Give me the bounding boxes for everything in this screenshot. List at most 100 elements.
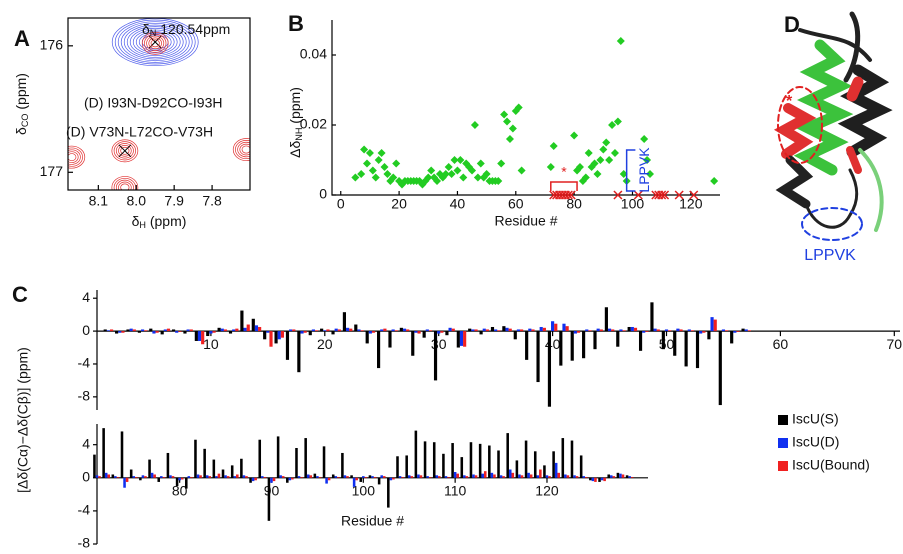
bar bbox=[391, 329, 395, 332]
point bbox=[371, 173, 380, 182]
bar bbox=[258, 326, 262, 332]
point bbox=[380, 163, 389, 171]
point bbox=[581, 173, 590, 182]
bar bbox=[300, 331, 304, 334]
bar bbox=[303, 331, 307, 333]
helix bbox=[837, 64, 893, 158]
point bbox=[575, 163, 584, 171]
bar bbox=[140, 329, 145, 332]
contour-line bbox=[68, 147, 83, 167]
bar bbox=[478, 443, 482, 478]
bar bbox=[627, 326, 631, 332]
text-part: N bbox=[150, 28, 157, 38]
bar bbox=[115, 331, 119, 334]
bar bbox=[664, 329, 669, 332]
bar bbox=[561, 438, 565, 478]
bar bbox=[611, 329, 615, 332]
point bbox=[633, 190, 643, 200]
bar bbox=[341, 452, 344, 478]
point bbox=[710, 177, 719, 185]
bar bbox=[205, 475, 209, 478]
bar bbox=[371, 331, 376, 333]
bar bbox=[223, 329, 228, 332]
bar bbox=[410, 476, 414, 478]
helix bbox=[793, 39, 854, 176]
bar bbox=[166, 452, 170, 478]
bar bbox=[710, 317, 714, 332]
bar bbox=[463, 475, 466, 478]
bar bbox=[394, 330, 398, 332]
bar bbox=[116, 476, 120, 478]
bar bbox=[609, 475, 613, 478]
bar bbox=[292, 329, 296, 332]
point bbox=[363, 159, 372, 168]
point bbox=[645, 170, 654, 178]
x-tick-label: 20 bbox=[317, 336, 333, 352]
bar bbox=[566, 475, 570, 478]
panel-label: A bbox=[14, 26, 30, 51]
point bbox=[377, 149, 386, 157]
bar bbox=[359, 477, 363, 482]
bar bbox=[396, 456, 399, 478]
bar bbox=[217, 473, 221, 478]
point bbox=[447, 170, 456, 178]
point bbox=[444, 163, 453, 171]
bar bbox=[502, 476, 505, 478]
bar bbox=[570, 440, 574, 478]
legend-label: IscU(D) bbox=[792, 434, 839, 450]
bar bbox=[331, 331, 335, 335]
bar bbox=[628, 476, 631, 478]
bar bbox=[289, 329, 293, 332]
cross-stroke bbox=[633, 190, 643, 200]
bar bbox=[508, 469, 512, 478]
bar bbox=[483, 471, 487, 478]
bar bbox=[233, 476, 237, 478]
x-tick-label: 40 bbox=[545, 336, 561, 352]
point bbox=[613, 117, 622, 126]
bar bbox=[402, 328, 407, 332]
bar bbox=[221, 469, 225, 478]
bar bbox=[288, 477, 292, 481]
point bbox=[427, 166, 436, 175]
bar bbox=[707, 331, 711, 340]
point bbox=[392, 159, 401, 168]
bar bbox=[499, 475, 503, 478]
bar bbox=[327, 477, 331, 481]
bar bbox=[594, 477, 597, 482]
bar bbox=[196, 474, 200, 478]
point bbox=[619, 170, 628, 178]
bar bbox=[245, 476, 248, 478]
bar bbox=[342, 312, 346, 332]
bar bbox=[633, 327, 638, 332]
bar bbox=[163, 329, 167, 332]
bar bbox=[206, 331, 210, 337]
bar bbox=[559, 331, 563, 366]
bar bbox=[584, 476, 588, 478]
x-tick-label: 7.8 bbox=[202, 193, 222, 209]
bar bbox=[435, 475, 439, 478]
legend-swatch bbox=[778, 438, 788, 448]
bar bbox=[440, 331, 444, 333]
bar bbox=[536, 475, 540, 478]
contour-line bbox=[120, 183, 130, 190]
contour-line bbox=[146, 35, 165, 51]
point bbox=[602, 138, 611, 147]
bar bbox=[482, 328, 486, 332]
bar bbox=[438, 476, 441, 478]
bar bbox=[354, 324, 358, 332]
peak-label: (D) V73N-L72CO-V73H bbox=[66, 124, 213, 140]
bar bbox=[451, 328, 455, 332]
point bbox=[482, 170, 491, 178]
bar bbox=[736, 331, 740, 332]
bar bbox=[343, 475, 347, 478]
bar bbox=[368, 331, 372, 334]
bar bbox=[607, 474, 610, 478]
bar bbox=[171, 476, 175, 478]
bar bbox=[274, 331, 278, 344]
bar bbox=[414, 331, 418, 333]
bar bbox=[582, 476, 585, 478]
bar bbox=[713, 319, 717, 332]
cross-stroke bbox=[563, 190, 573, 200]
contour-line bbox=[241, 145, 250, 154]
bar bbox=[297, 331, 301, 373]
